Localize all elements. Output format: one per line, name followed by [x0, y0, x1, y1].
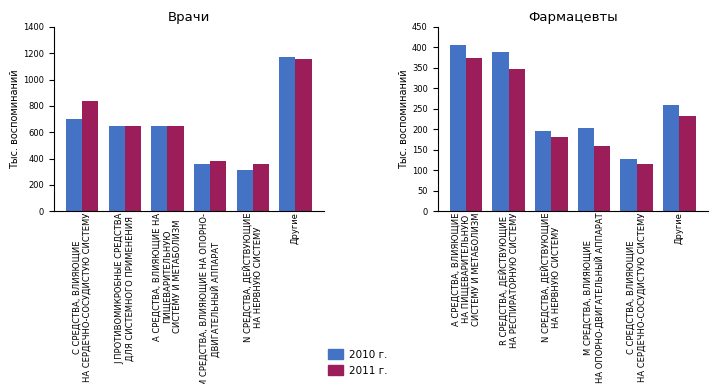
Bar: [594, 146, 610, 211]
Bar: [493, 52, 508, 211]
Title: Фармацевты: Фармацевты: [528, 11, 618, 24]
Bar: [167, 126, 184, 211]
Bar: [237, 170, 253, 211]
Bar: [679, 116, 696, 211]
Bar: [280, 57, 295, 211]
Bar: [152, 126, 167, 211]
Bar: [66, 119, 82, 211]
Bar: [551, 137, 568, 211]
Bar: [450, 45, 466, 211]
Bar: [621, 159, 636, 211]
Bar: [109, 126, 125, 211]
Bar: [663, 105, 679, 211]
Bar: [125, 126, 141, 211]
Bar: [82, 101, 99, 211]
Bar: [508, 69, 525, 211]
Bar: [210, 161, 227, 211]
Bar: [636, 164, 653, 211]
Y-axis label: Тыс. воспоминаний: Тыс. воспоминаний: [10, 69, 20, 169]
Legend: 2010 г., 2011 г.: 2010 г., 2011 г.: [325, 346, 390, 379]
Bar: [578, 129, 594, 211]
Y-axis label: Тыс. воспоминаний: Тыс. воспоминаний: [399, 69, 409, 169]
Bar: [253, 164, 269, 211]
Bar: [535, 131, 551, 211]
Bar: [295, 59, 312, 211]
Title: Врачи: Врачи: [167, 11, 210, 24]
Bar: [194, 164, 210, 211]
Bar: [466, 58, 482, 211]
